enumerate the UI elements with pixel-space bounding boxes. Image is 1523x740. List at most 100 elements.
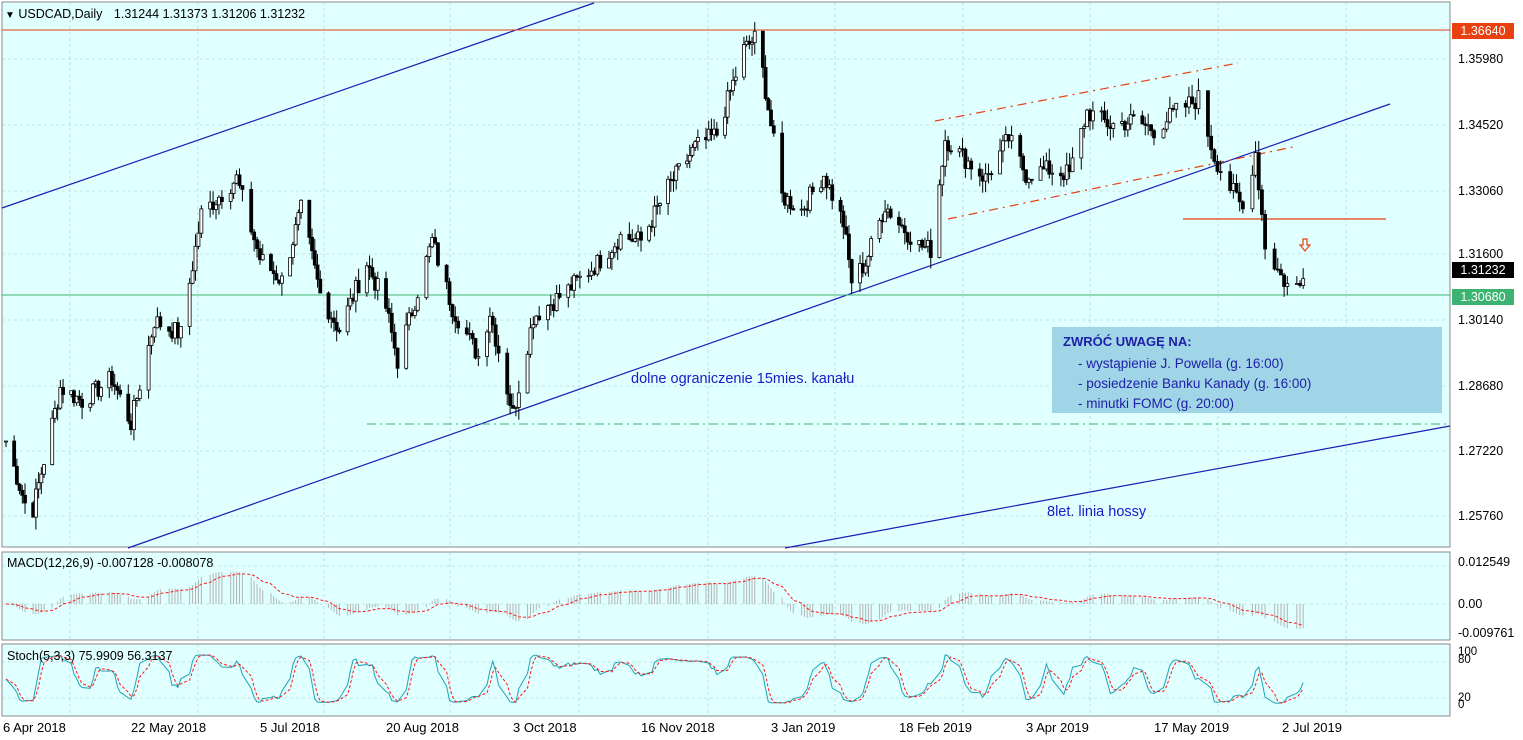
candle-body <box>742 44 746 78</box>
candle-body <box>546 305 550 321</box>
candle-body <box>1237 191 1242 203</box>
candle-body <box>554 293 559 312</box>
candle-body <box>505 352 510 395</box>
candle-body <box>1171 108 1175 110</box>
price-tick: 1.33060 <box>1458 184 1504 198</box>
candle-body <box>1234 183 1239 193</box>
candle-body <box>412 309 417 316</box>
candle-body <box>723 116 727 136</box>
candle-body <box>1167 108 1172 123</box>
candle-body <box>998 150 1002 175</box>
candle-body <box>126 393 131 422</box>
candle-body <box>1047 160 1052 175</box>
candle-body <box>531 324 536 329</box>
candle-body <box>905 232 910 243</box>
candle-body <box>367 265 372 269</box>
ohlc-values: 1.31244 1.31373 1.31206 1.31232 <box>113 7 306 21</box>
candle-body <box>356 280 361 294</box>
candle-body <box>1131 114 1136 117</box>
chevron-down-icon[interactable]: ▼ <box>5 10 15 21</box>
candle-body <box>578 275 582 278</box>
candle-body <box>763 66 768 99</box>
candle-body <box>464 327 469 335</box>
candle-body <box>1285 283 1290 287</box>
lower-channel-line <box>127 103 1391 549</box>
macd-series <box>5 571 1304 629</box>
candle-body <box>946 140 950 152</box>
candle-body <box>508 393 513 406</box>
candles <box>4 22 1306 530</box>
candle-body <box>666 178 670 204</box>
candle-body <box>923 245 927 248</box>
candle-body <box>375 278 380 291</box>
candle-body <box>158 316 163 328</box>
down-arrow-icon <box>1298 238 1312 252</box>
candle-body <box>1128 114 1133 125</box>
candle-body <box>977 168 982 177</box>
candle-body <box>80 399 84 408</box>
candle-body <box>415 297 420 311</box>
candle-body <box>370 267 375 278</box>
candle-body <box>1256 152 1261 191</box>
short-channel-top <box>934 62 1239 122</box>
candle-body <box>14 465 19 485</box>
candle-body <box>1301 278 1306 286</box>
candle-body <box>1174 102 1179 110</box>
time-tick: 6 Apr 2018 <box>3 720 66 735</box>
candle-body <box>134 398 139 401</box>
candle-body <box>389 312 394 333</box>
price-tag-low: 1.30680 <box>1452 289 1514 305</box>
candle-body <box>404 324 409 369</box>
candle-body <box>1152 130 1156 139</box>
candle-body <box>511 405 515 409</box>
candle-body <box>496 345 501 354</box>
candle-body <box>473 338 478 359</box>
candle-body <box>456 320 461 329</box>
time-tick: 16 Nov 2018 <box>641 720 715 735</box>
candle-body <box>1190 96 1194 104</box>
candle-body <box>841 210 846 228</box>
candle-body <box>249 189 254 233</box>
time-tick: 5 Jul 2018 <box>260 720 320 735</box>
candle-body <box>1038 166 1043 181</box>
candle-body <box>528 327 533 355</box>
candle-body <box>1064 164 1069 181</box>
candle-body <box>728 90 733 93</box>
candle-body <box>110 371 114 386</box>
candle-body <box>810 186 815 192</box>
candle-body <box>118 389 123 395</box>
candle-body <box>115 386 120 391</box>
candle-body <box>1018 135 1023 157</box>
note-box: ZWRÓĆ UWAGĘ NA: - wystąpienie J. Powella… <box>1052 327 1442 413</box>
candle-body <box>928 240 933 258</box>
candle-body <box>1218 171 1223 173</box>
candle-body <box>20 490 25 496</box>
candle-body <box>1082 126 1087 129</box>
candle-body <box>1050 172 1055 175</box>
candle-body <box>1164 121 1169 130</box>
candle-body <box>228 193 233 202</box>
candle-body <box>607 257 611 269</box>
candle-body <box>733 76 738 81</box>
macd-tick: 0.00 <box>1458 597 1483 611</box>
candle-body <box>908 241 913 245</box>
candle-body <box>50 417 55 465</box>
candle-body <box>288 257 293 277</box>
candle-body <box>61 387 65 395</box>
candle-body <box>280 275 284 284</box>
candle-body <box>23 494 27 504</box>
candle-body <box>824 175 829 188</box>
stoch-series <box>5 654 1304 704</box>
candle-body <box>433 237 437 244</box>
candle-body <box>152 327 157 338</box>
candle-body <box>424 256 429 299</box>
candle-body <box>36 482 41 490</box>
candle-body <box>450 304 455 318</box>
candle-body <box>760 30 765 68</box>
candle-body <box>883 211 887 223</box>
candle-body <box>695 137 700 143</box>
candle-body <box>516 392 521 408</box>
candle-body <box>53 408 57 419</box>
